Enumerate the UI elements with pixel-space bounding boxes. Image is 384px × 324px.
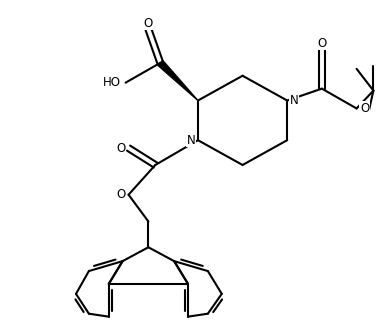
Text: N: N [187,134,195,147]
Text: O: O [317,37,326,50]
Text: N: N [290,94,298,107]
Text: O: O [144,17,153,30]
Text: O: O [116,188,125,201]
Text: O: O [116,142,125,155]
Text: O: O [360,102,369,115]
Text: HO: HO [103,76,121,89]
Polygon shape [158,60,198,100]
